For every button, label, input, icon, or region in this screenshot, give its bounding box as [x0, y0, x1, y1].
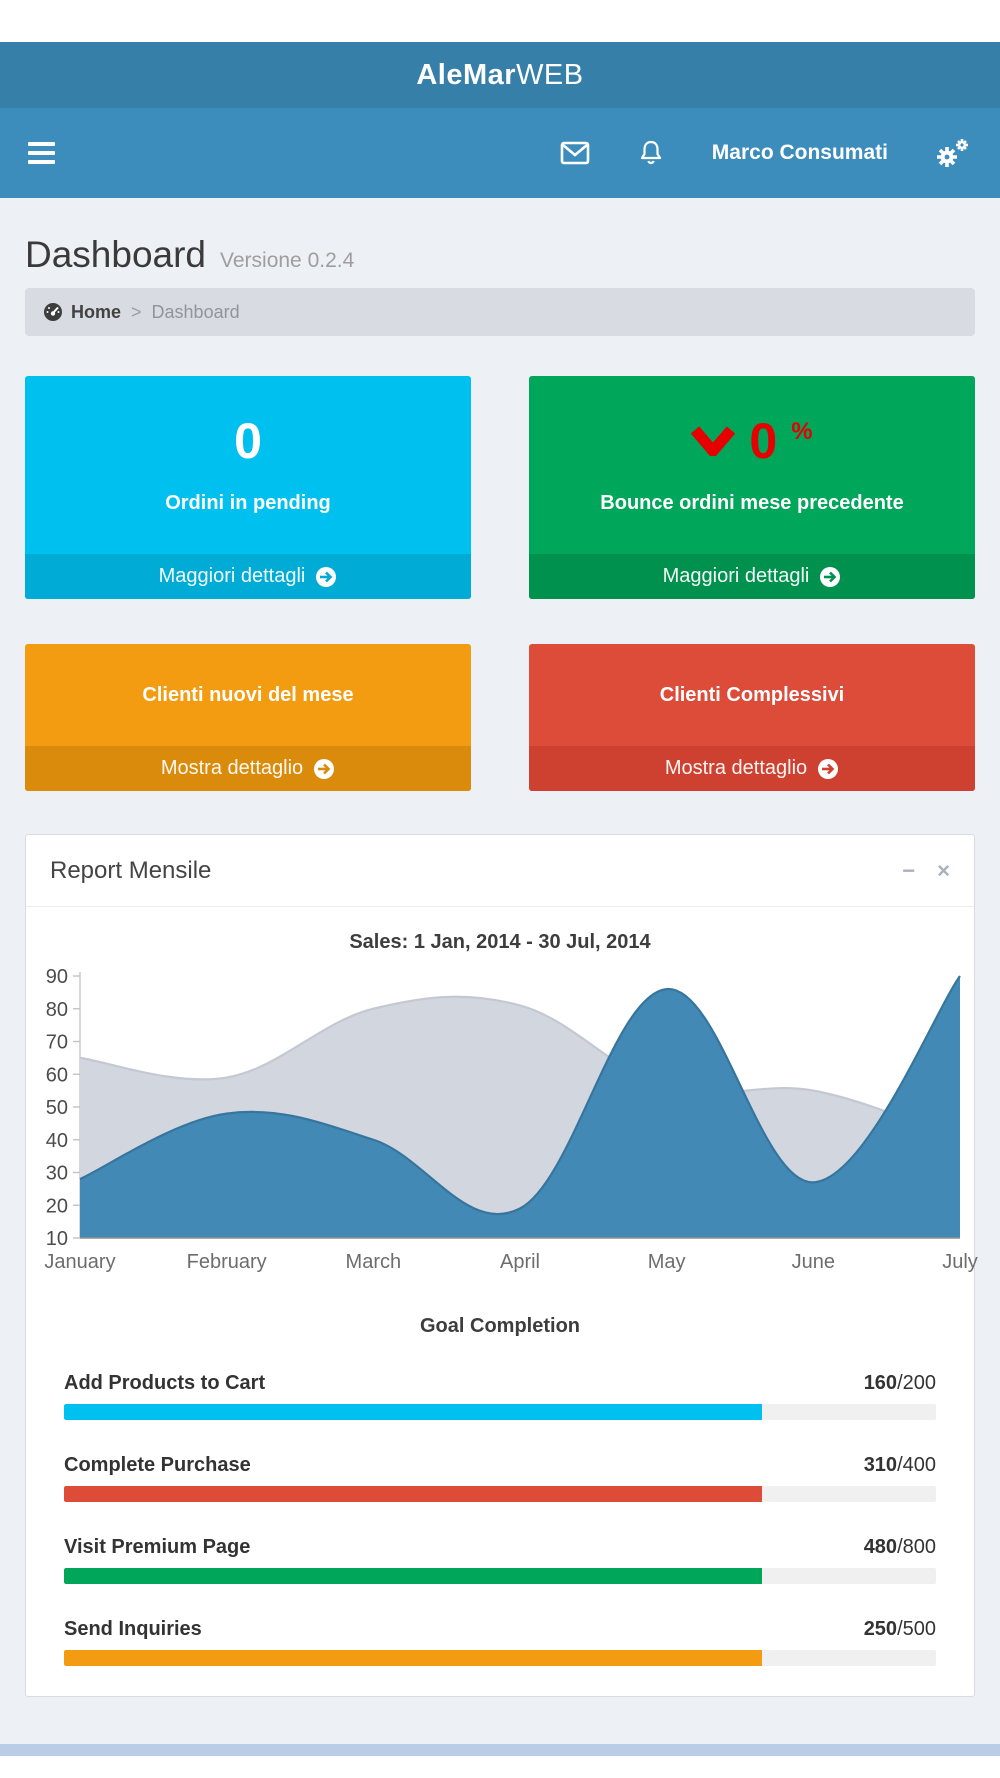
progress-track: [64, 1404, 936, 1420]
total-clients-label: Clienti Complessivi: [659, 683, 845, 706]
svg-text:February: February: [187, 1251, 267, 1273]
progress-track: [64, 1568, 936, 1584]
page-subtitle: Versione 0.2.4: [220, 249, 355, 272]
svg-text:June: June: [792, 1251, 835, 1273]
new-clients-details-link[interactable]: Mostra dettaglio: [25, 746, 471, 791]
progress-bar: [64, 1404, 762, 1420]
svg-text:90: 90: [46, 966, 68, 988]
breadcrumb: Home > Dashboard: [25, 288, 975, 336]
total-clients-details-link[interactable]: Mostra dettaglio: [529, 746, 975, 791]
svg-text:60: 60: [46, 1064, 68, 1086]
svg-text:May: May: [648, 1251, 686, 1273]
bounce-percent-sign: %: [791, 417, 813, 445]
goal-row-send-inquiries: Send Inquiries 250/500: [64, 1618, 936, 1666]
goal-row-visit-premium: Visit Premium Page 480/800: [64, 1536, 936, 1584]
chart-title: Sales: 1 Jan, 2014 - 30 Jul, 2014: [349, 931, 651, 953]
goal-row-add-products: Add Products to Cart 160/200: [64, 1372, 936, 1420]
breadcrumb-separator: >: [131, 301, 142, 322]
caret-down-icon: [691, 425, 736, 456]
sales-area-chart: 10 20 30 40 50 60 70 80 90 January February March Ap…: [38, 966, 977, 1305]
menu-icon[interactable]: [28, 142, 55, 164]
new-clients-label: Clienti nuovi del mese: [142, 683, 354, 706]
svg-text:30: 30: [46, 1163, 68, 1185]
goal-label: Complete Purchase: [64, 1454, 251, 1476]
bounce-label: Bounce ordini mese precedente: [600, 491, 904, 514]
bounce-value: 0: [749, 412, 778, 469]
svg-text:April: April: [500, 1251, 540, 1273]
close-icon[interactable]: ×: [937, 857, 950, 883]
goal-value: 480/800: [863, 1536, 936, 1558]
goal-label: Visit Premium Page: [64, 1536, 251, 1558]
navbar: Marco Consumati: [0, 108, 1000, 198]
dashboard-icon: [44, 303, 62, 321]
svg-text:January: January: [44, 1251, 115, 1273]
page-title: Dashboard: [25, 234, 207, 275]
svg-text:20: 20: [46, 1195, 68, 1217]
progress-bar: [64, 1486, 762, 1502]
svg-text:March: March: [346, 1251, 402, 1273]
report-panel: Report Mensile − × Sales: 1 Jan, 2014 - …: [25, 834, 978, 1697]
svg-text:10: 10: [46, 1228, 68, 1250]
goal-value: 160/200: [863, 1372, 936, 1394]
arrow-circle-right-icon: [316, 566, 337, 587]
content-area: Dashboard Versione 0.2.4 Home > Dashboar…: [0, 198, 1000, 1744]
info-box-ordini-pending: 0 Ordini in pending Maggiori dettagli: [25, 376, 471, 599]
progress-track: [64, 1486, 936, 1502]
report-panel-title: Report Mensile: [50, 856, 212, 884]
gears-icon[interactable]: [936, 138, 970, 168]
info-box-clienti-complessivi: Clienti Complessivi Mostra dettaglio: [529, 644, 975, 791]
bell-icon[interactable]: [638, 139, 664, 167]
breadcrumb-current: Dashboard: [151, 301, 240, 322]
breadcrumb-home[interactable]: Home: [43, 302, 121, 323]
goal-label: Add Products to Cart: [64, 1372, 266, 1394]
svg-text:80: 80: [46, 999, 68, 1021]
info-box-bounce: 0 % Bounce ordini mese precedente Maggio…: [529, 376, 975, 599]
goals-title: Goal Completion: [420, 1315, 580, 1337]
brand-light: WEB: [516, 58, 584, 91]
info-box-clienti-nuovi: Clienti nuovi del mese Mostra dettaglio: [25, 644, 471, 791]
arrow-circle-right-icon: [314, 758, 335, 779]
svg-text:70: 70: [46, 1032, 68, 1054]
goal-label: Send Inquiries: [64, 1618, 202, 1640]
arrow-circle-right-icon: [818, 758, 839, 779]
envelope-icon[interactable]: [560, 141, 590, 165]
user-menu[interactable]: Marco Consumati: [711, 141, 888, 164]
svg-text:40: 40: [46, 1130, 68, 1152]
arrow-circle-right-icon: [820, 566, 841, 587]
pending-orders-details-link[interactable]: Maggiori dettagli: [25, 554, 471, 599]
brand-bold: AleMar: [416, 58, 517, 91]
pending-orders-value: 0: [234, 412, 262, 469]
pending-orders-label: Ordini in pending: [165, 491, 331, 514]
svg-text:July: July: [942, 1251, 978, 1273]
logo-bar: AleMarWEB: [0, 42, 1000, 108]
progress-bar: [64, 1568, 762, 1584]
svg-text:50: 50: [46, 1097, 68, 1119]
report-panel-header: Report Mensile − ×: [26, 835, 974, 907]
bounce-details-link[interactable]: Maggiori dettagli: [529, 554, 975, 599]
goal-value: 310/400: [863, 1454, 936, 1476]
goal-row-complete-purchase: Complete Purchase 310/400: [64, 1454, 936, 1502]
browser-margin: [0, 0, 1000, 42]
progress-bar: [64, 1650, 762, 1666]
footer-strip: [0, 1744, 1000, 1756]
brand-logo[interactable]: AleMarWEB: [416, 59, 583, 92]
minimize-icon[interactable]: −: [902, 857, 916, 883]
progress-track: [64, 1650, 936, 1666]
goal-value: 250/500: [863, 1618, 936, 1640]
